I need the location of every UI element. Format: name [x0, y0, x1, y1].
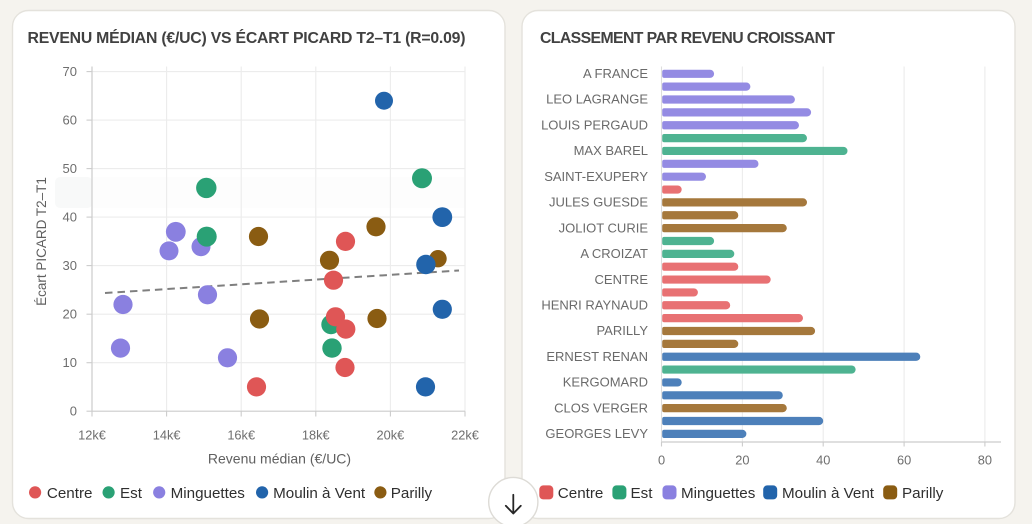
svg-text:12k€: 12k€: [78, 428, 106, 443]
svg-text:30: 30: [63, 258, 77, 273]
svg-text:Parilly: Parilly: [391, 485, 433, 502]
svg-text:Centre: Centre: [47, 485, 93, 502]
svg-text:JULES GUESDE: JULES GUESDE: [549, 195, 648, 210]
svg-text:CENTRE: CENTRE: [595, 272, 649, 287]
svg-text:Moulin à Vent: Moulin à Vent: [273, 485, 366, 502]
svg-text:ERNEST RENAN: ERNEST RENAN: [546, 349, 648, 364]
svg-text:20: 20: [735, 453, 749, 468]
svg-text:A FRANCE: A FRANCE: [583, 66, 648, 81]
svg-text:70: 70: [63, 64, 77, 79]
svg-text:60: 60: [897, 453, 911, 468]
svg-text:0: 0: [658, 453, 665, 468]
svg-text:10: 10: [63, 355, 77, 370]
svg-text:KERGOMARD: KERGOMARD: [563, 375, 648, 390]
svg-text:60: 60: [63, 112, 77, 127]
svg-text:Est: Est: [631, 485, 654, 502]
svg-text:A CROIZAT: A CROIZAT: [580, 246, 648, 261]
svg-text:CLASSEMENT PAR REVENU CROISSAN: CLASSEMENT PAR REVENU CROISSANT: [540, 30, 835, 47]
svg-text:Écart PICARD T2–T1: Écart PICARD T2–T1: [34, 177, 49, 306]
svg-text:20: 20: [63, 307, 77, 322]
svg-text:20k€: 20k€: [377, 428, 405, 443]
svg-text:40: 40: [816, 453, 830, 468]
svg-text:JOLIOT CURIE: JOLIOT CURIE: [559, 220, 649, 235]
svg-text:14k€: 14k€: [153, 428, 181, 443]
svg-text:Moulin à Vent: Moulin à Vent: [782, 485, 875, 502]
svg-text:50: 50: [63, 161, 77, 176]
svg-text:PARILLY: PARILLY: [596, 323, 648, 338]
svg-text:SAINT-EXUPERY: SAINT-EXUPERY: [544, 169, 648, 184]
svg-text:MAX BAREL: MAX BAREL: [574, 143, 648, 158]
svg-text:40: 40: [63, 209, 77, 224]
svg-text:HENRI RAYNAUD: HENRI RAYNAUD: [541, 298, 648, 313]
svg-text:Parilly: Parilly: [902, 485, 944, 502]
svg-text:Minguettes: Minguettes: [681, 485, 756, 502]
svg-text:18k€: 18k€: [302, 428, 330, 443]
svg-text:Centre: Centre: [558, 485, 604, 502]
svg-text:80: 80: [978, 453, 992, 468]
svg-text:Revenu médian (€/UC): Revenu médian (€/UC): [208, 451, 351, 467]
svg-text:REVENU MÉDIAN (€/UC) VS ÉCART: REVENU MÉDIAN (€/UC) VS ÉCART PICARD T2–…: [28, 28, 466, 47]
svg-text:Est: Est: [120, 485, 143, 502]
svg-text:Minguettes: Minguettes: [171, 485, 246, 502]
svg-text:0: 0: [70, 404, 77, 419]
svg-text:LOUIS PERGAUD: LOUIS PERGAUD: [541, 117, 648, 132]
svg-text:16k€: 16k€: [227, 428, 255, 443]
svg-text:CLOS VERGER: CLOS VERGER: [554, 400, 648, 415]
svg-text:22k€: 22k€: [451, 428, 479, 443]
svg-text:GEORGES LEVY: GEORGES LEVY: [545, 426, 648, 441]
svg-text:LEO LAGRANGE: LEO LAGRANGE: [546, 92, 648, 107]
